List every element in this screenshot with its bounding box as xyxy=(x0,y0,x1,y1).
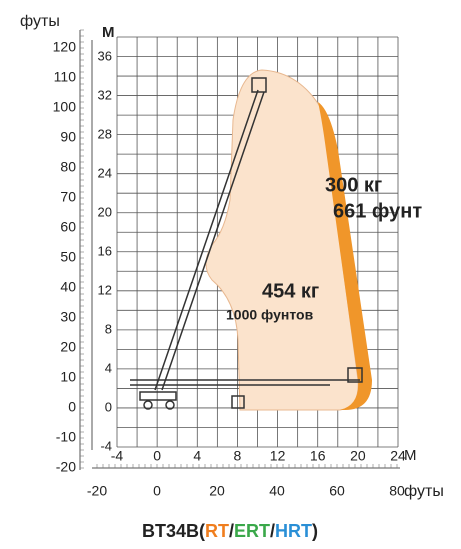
bottom-ft-unit: футы xyxy=(404,483,444,500)
capacity-label: 661 фунт xyxy=(333,200,422,222)
x-tick-label: 20 xyxy=(350,448,366,464)
top-unit: М xyxy=(102,24,115,41)
x-tick-label: 16 xyxy=(310,448,326,464)
variant: ERT xyxy=(234,521,270,541)
y-tick-label: 60 xyxy=(60,219,76,235)
y-tick-label: 8 xyxy=(105,321,112,336)
bottom-m-unit: М xyxy=(404,447,417,464)
capacity-band xyxy=(318,102,372,410)
y-tick-label: 28 xyxy=(98,126,112,141)
x-tick-label: 0 xyxy=(153,448,161,464)
y-tick-label: 100 xyxy=(53,99,77,115)
y-tick-label: 4 xyxy=(105,360,112,375)
variant: HRT xyxy=(275,521,312,541)
y-tick-label: 50 xyxy=(60,249,76,265)
y-tick-label: 40 xyxy=(60,279,76,295)
y-tick-label: -20 xyxy=(56,459,76,475)
y-tick-label: 16 xyxy=(98,243,112,258)
model: BT34B xyxy=(142,521,199,541)
x-tick-label: 12 xyxy=(270,448,286,464)
y-tick-label: 36 xyxy=(98,48,112,63)
x-tick-label: -20 xyxy=(87,483,107,499)
x-tick-label: -4 xyxy=(111,448,124,464)
capacity-label: 1000 фунтов xyxy=(226,307,314,323)
variant: RT xyxy=(205,521,229,541)
work-envelope xyxy=(205,69,359,411)
y-tick-label: 0 xyxy=(105,399,112,414)
y-tick-label: 0 xyxy=(68,399,76,415)
x-tick-label: 80 xyxy=(389,483,405,499)
y-tick-label: 20 xyxy=(98,204,112,219)
capacity-label: 300 кг xyxy=(325,174,382,196)
sep: / xyxy=(270,521,275,541)
left-unit: футы xyxy=(20,13,60,30)
y-tick-label: 80 xyxy=(60,159,76,175)
x-tick-label: 8 xyxy=(234,448,242,464)
paren: ) xyxy=(312,521,318,541)
model-title: BT34B(RT/ERT/HRT) xyxy=(142,521,318,541)
x-tick-label: 24 xyxy=(390,448,406,464)
y-tick-label: 20 xyxy=(60,339,76,355)
sep: / xyxy=(229,521,234,541)
y-tick-label: 30 xyxy=(60,309,76,325)
y-tick-label: 70 xyxy=(60,189,76,205)
y-tick-label: 90 xyxy=(60,129,76,145)
boom xyxy=(130,77,363,410)
capacity-label: 454 кг xyxy=(262,280,319,302)
x-tick-label: 20 xyxy=(209,483,225,499)
x-tick-label: 40 xyxy=(269,483,285,499)
y-tick-label: 110 xyxy=(54,69,77,85)
y-tick-label: 120 xyxy=(53,39,77,55)
y-tick-label: 10 xyxy=(60,369,76,385)
y-tick-label: 24 xyxy=(98,165,112,180)
paren: ( xyxy=(199,521,205,541)
x-tick-label: 60 xyxy=(329,483,345,499)
x-tick-label: 4 xyxy=(193,448,201,464)
y-tick-label: -10 xyxy=(56,429,76,445)
y-tick-label: 12 xyxy=(98,282,112,297)
y-tick-label: -4 xyxy=(100,438,112,453)
y-tick-label: 32 xyxy=(98,87,112,102)
x-tick-label: 0 xyxy=(153,483,161,499)
